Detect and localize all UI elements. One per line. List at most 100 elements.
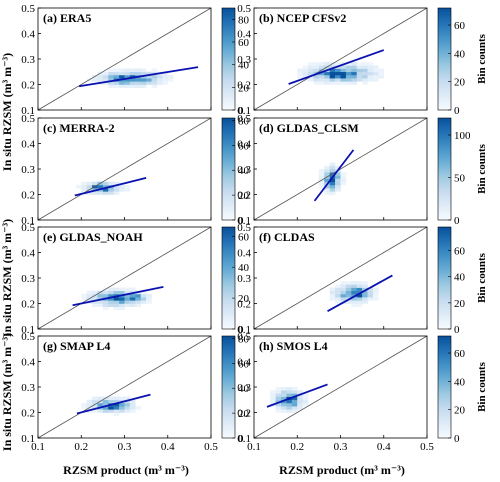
density-bin	[81, 181, 87, 186]
density-bin	[113, 191, 120, 195]
density-bins	[270, 387, 309, 413]
density-bin	[329, 293, 336, 298]
density-bin	[92, 191, 98, 195]
y-tick-label: 0.3	[21, 382, 35, 394]
density-bin	[318, 175, 325, 179]
density-bin	[345, 281, 352, 285]
density-bin	[119, 303, 125, 307]
colorbar	[437, 7, 452, 111]
density-bin	[113, 290, 120, 295]
density-bin	[318, 74, 325, 79]
density-bin	[351, 78, 358, 82]
panel-title: (h) SMOS L4	[259, 339, 328, 353]
one-to-one-line	[37, 117, 212, 221]
density-bin	[129, 78, 136, 82]
density-bin	[345, 71, 352, 76]
density-bin	[97, 409, 104, 413]
density-bin	[86, 184, 93, 189]
density-bin	[119, 188, 125, 192]
density-bin	[108, 78, 114, 82]
density-bin	[324, 81, 330, 85]
y-tick-label: 0.1	[237, 324, 251, 336]
density-bin	[156, 81, 163, 85]
density-bin	[297, 406, 303, 410]
density-bin	[129, 84, 136, 88]
y-tick-label: 0.3	[237, 273, 251, 285]
density-bin	[270, 393, 276, 397]
density-bin	[162, 71, 169, 76]
density-bin	[108, 406, 114, 410]
y-tick-label: 0.3	[237, 164, 251, 176]
density-bin	[297, 71, 303, 76]
density-bin	[362, 78, 368, 82]
colorbar-tick-label: 60	[454, 246, 466, 258]
density-bin	[119, 84, 125, 88]
density-bin	[297, 390, 303, 394]
density-bin	[140, 84, 147, 88]
density-bin	[324, 178, 330, 183]
density-bin	[119, 406, 125, 410]
density-bin	[162, 74, 169, 79]
density-bin	[351, 297, 358, 301]
density-bin	[108, 68, 114, 73]
density-bin	[113, 402, 120, 407]
density-bin	[102, 300, 109, 304]
density-bin	[92, 409, 98, 413]
density-bin	[119, 68, 125, 73]
density-bin	[146, 71, 152, 76]
density-bin	[318, 65, 325, 69]
density-bin	[124, 402, 131, 407]
density-bin	[335, 184, 341, 189]
density-bin	[124, 74, 131, 79]
y-tick-label: 0.5	[21, 113, 35, 125]
colorbar	[221, 117, 236, 221]
density-bin	[345, 78, 352, 82]
y-tick-label: 0.4	[21, 139, 35, 151]
density-bin	[119, 300, 125, 304]
density-bin	[340, 65, 347, 69]
y-axis-title-bottom: In situ RZSM (m³ m⁻³)	[0, 333, 14, 451]
density-bin	[86, 402, 93, 407]
density-bin	[313, 62, 320, 66]
y-tick-label: 0.4	[21, 29, 35, 41]
density-bins	[81, 287, 152, 311]
density-bin	[372, 293, 379, 298]
fit-line	[313, 149, 355, 202]
density-bin	[108, 191, 114, 195]
x-tick-label: 0.5	[204, 441, 218, 453]
density-bin	[372, 71, 379, 76]
density-bin	[119, 287, 125, 292]
panel-title: (e) GLDAS_NOAH	[43, 230, 143, 244]
density-bin	[302, 71, 309, 76]
colorbar-tick-label: 60	[454, 20, 466, 32]
density-bin	[335, 293, 341, 298]
density-bin	[281, 390, 287, 394]
density-bin	[329, 78, 336, 82]
density-bin	[313, 68, 320, 73]
density-bin	[146, 74, 152, 79]
one-to-one-line	[253, 226, 428, 330]
density-bin	[372, 297, 379, 301]
density-bin	[308, 78, 314, 82]
density-bin	[362, 284, 368, 288]
colorbar-title: Bin counts	[476, 252, 488, 303]
panel-title: (a) ERA5	[43, 11, 91, 25]
colorbar-tick-label: 60	[454, 348, 466, 360]
y-tick-label: 0.3	[237, 54, 251, 66]
density-bin	[329, 71, 336, 76]
one-to-one-line	[253, 7, 428, 111]
colorbar-tick-label: 20	[238, 408, 250, 420]
density-bin	[135, 68, 142, 73]
density-bin	[281, 402, 287, 407]
density-bin	[167, 74, 174, 79]
density-bin	[124, 409, 131, 413]
density-bin	[97, 191, 104, 195]
colorbar-tick-label: 20	[238, 82, 250, 94]
density-bin	[151, 74, 158, 79]
panel-g-smap-l4: (g) SMAP L4 0.1 0.2 0.3 0.4 0.5 0.1 0.2 0.3 0.4 0.…	[21, 331, 249, 453]
density-bin	[108, 74, 114, 79]
density-bin	[108, 303, 114, 307]
density-bin	[275, 390, 282, 394]
density-bin	[86, 181, 93, 186]
